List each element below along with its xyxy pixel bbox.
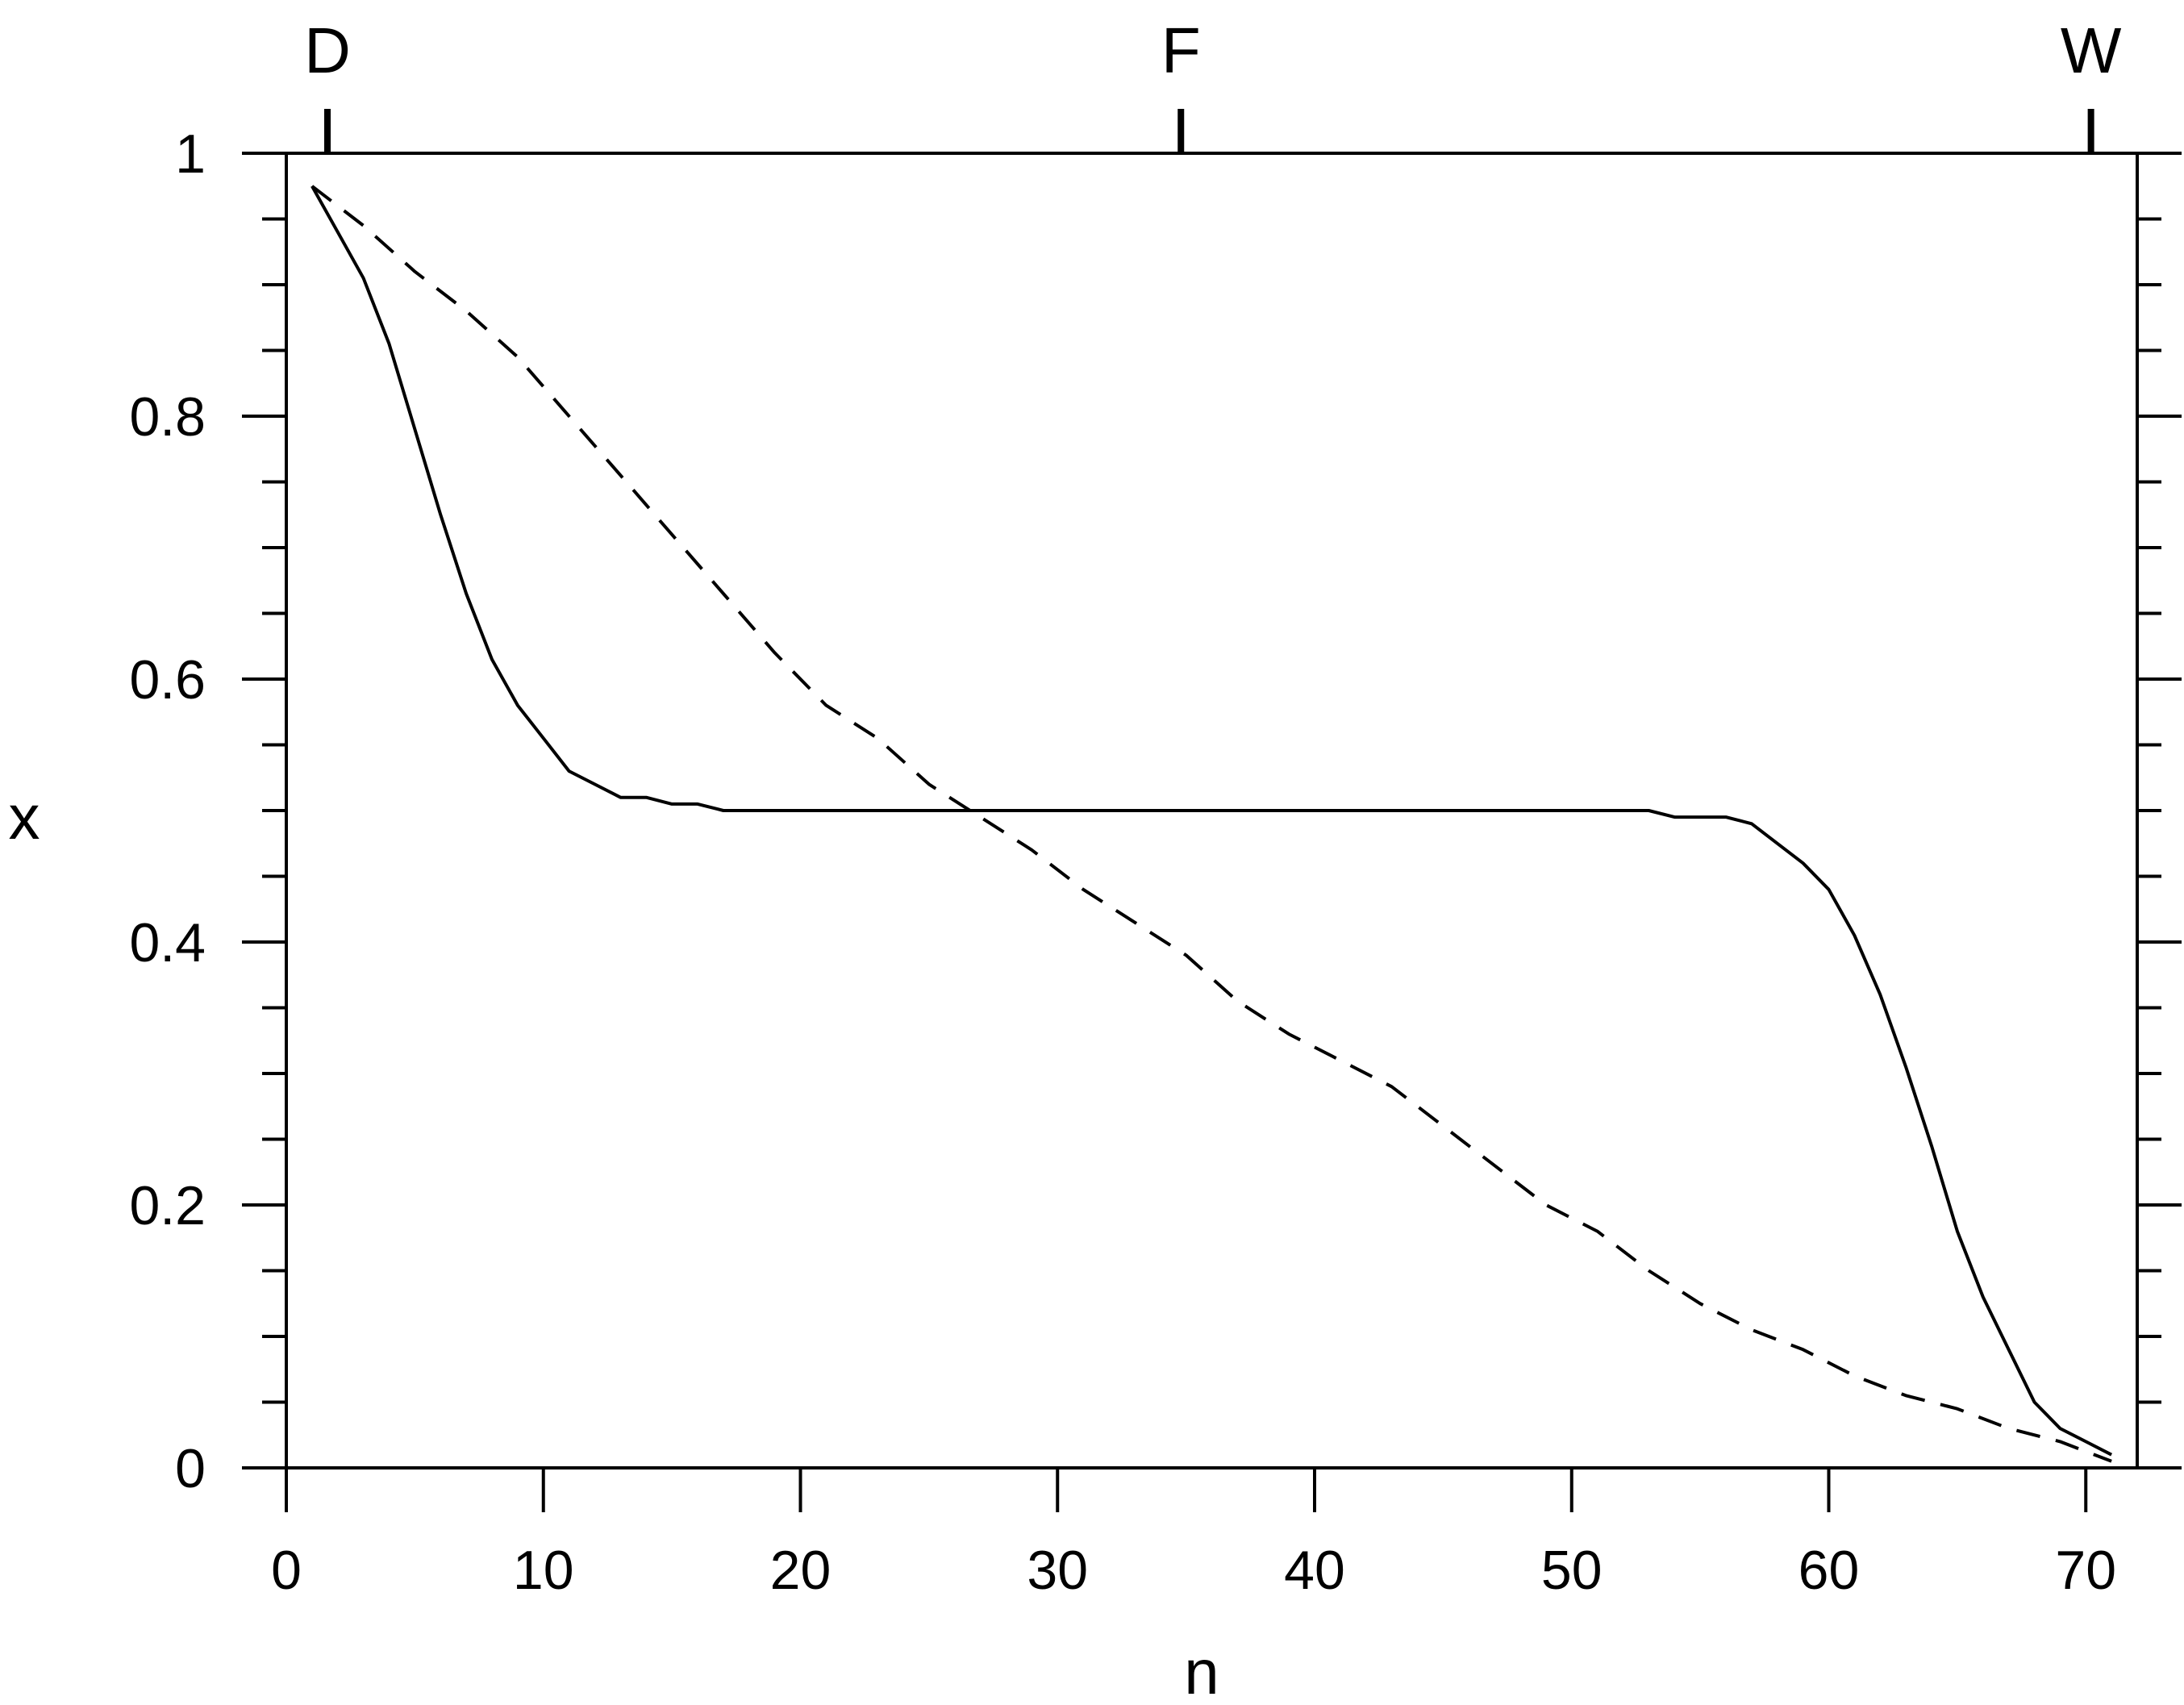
x-tick-label: 70 — [2055, 1540, 2116, 1601]
y-tick-label: 1 — [175, 123, 206, 185]
x-axis-title: n — [1184, 1636, 1219, 1705]
series-group — [311, 185, 2113, 1463]
x-tick-label: 40 — [1284, 1540, 1345, 1601]
series-line-solid — [311, 185, 2113, 1457]
top-marker-label: F — [1161, 15, 1201, 86]
x-tick-label: 20 — [770, 1540, 832, 1601]
x-tick-label: 60 — [1798, 1540, 1860, 1601]
x-tick-label: 30 — [1027, 1540, 1088, 1601]
top-marker-label: W — [2061, 15, 2122, 86]
top-marker-label: D — [304, 15, 351, 86]
y-tick-label: 0.2 — [129, 1175, 206, 1236]
y-tick-label: 0.6 — [129, 649, 206, 711]
axes — [242, 109, 2182, 1512]
series-line-dashed — [311, 185, 2112, 1463]
y-axis-title: x — [9, 782, 40, 852]
y-tick-label: 0.4 — [129, 912, 206, 973]
x-tick-label: 50 — [1541, 1540, 1603, 1601]
x-tick-label: 10 — [513, 1540, 574, 1601]
labels: 0 10 20 30 40 50 60 70 0 0.2 0.4 0.6 0.8 1 D F W — [129, 15, 2121, 1601]
x-tick-label: 0 — [271, 1540, 302, 1601]
y-tick-label: 0.8 — [129, 386, 206, 448]
y-tick-label: 0 — [175, 1438, 206, 1499]
